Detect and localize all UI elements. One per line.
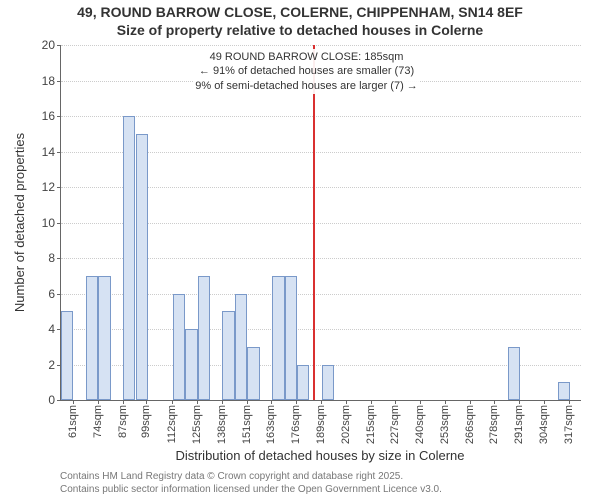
y-tick-label: 14 [42,145,55,159]
y-tick-label: 0 [48,393,55,407]
x-tick [98,400,99,404]
y-tick-label: 8 [48,251,55,265]
histogram-bar [508,347,520,400]
x-tick-label: 151sqm [241,405,253,444]
x-tick-label: 215sqm [365,405,377,444]
y-tick-label: 6 [48,287,55,301]
x-tick [296,400,297,404]
y-tick-label: 20 [42,38,55,52]
y-tick-label: 12 [42,180,55,194]
x-tick [569,400,570,404]
x-tick [123,400,124,404]
x-tick [371,400,372,404]
y-tick [57,400,61,401]
histogram-bar [235,294,247,401]
histogram-chart: 49, ROUND BARROW CLOSE, COLERNE, CHIPPEN… [0,0,600,500]
x-tick-label: 87sqm [117,405,129,438]
x-tick [346,400,347,404]
marker-line [313,45,315,400]
chart-title-line1: 49, ROUND BARROW CLOSE, COLERNE, CHIPPEN… [0,4,600,20]
x-tick [420,400,421,404]
x-tick [470,400,471,404]
x-tick-label: 278sqm [488,405,500,444]
x-tick-label: 266sqm [464,405,476,444]
y-tick-label: 2 [48,358,55,372]
histogram-bar [247,347,259,400]
x-tick [247,400,248,404]
x-tick [321,400,322,404]
x-tick-label: 176sqm [290,405,302,444]
x-tick [146,400,147,404]
marker-annotation: 49 ROUND BARROW CLOSE: 185sqm ← 91% of d… [193,49,420,94]
x-tick [445,400,446,404]
x-axis-label: Distribution of detached houses by size … [60,448,580,463]
x-tick [222,400,223,404]
x-tick-label: 138sqm [216,405,228,444]
x-tick-label: 163sqm [265,405,277,444]
x-tick-label: 202sqm [340,405,352,444]
plot-area: 49 ROUND BARROW CLOSE: 185sqm ← 91% of d… [60,45,581,401]
annotation-line2: ← 91% of detached houses are smaller (73… [195,64,418,78]
x-tick-label: 253sqm [439,405,451,444]
histogram-bar [198,276,210,400]
histogram-bar [61,311,73,400]
x-tick-label: 304sqm [538,405,550,444]
footer-line2: Contains public sector information licen… [60,484,442,497]
y-tick-label: 10 [42,216,55,230]
histogram-bar [222,311,234,400]
histogram-bar [98,276,110,400]
x-tick [395,400,396,404]
x-tick-label: 317sqm [563,405,575,444]
histogram-bar [185,329,197,400]
histogram-bar [136,134,148,400]
histogram-bar [86,276,98,400]
y-tick-label: 18 [42,74,55,88]
x-tick-label: 291sqm [513,405,525,444]
y-tick-label: 4 [48,322,55,336]
histogram-bar [123,116,135,400]
x-tick-label: 61sqm [67,405,79,438]
x-tick [494,400,495,404]
footer-line1: Contains HM Land Registry data © Crown c… [60,471,442,484]
x-tick-label: 125sqm [191,405,203,444]
histogram-bar [173,294,185,401]
gridline [61,45,581,46]
x-tick [519,400,520,404]
x-tick-label: 74sqm [92,405,104,438]
chart-title-line2: Size of property relative to detached ho… [0,22,600,38]
x-tick-label: 227sqm [389,405,401,444]
x-tick [172,400,173,404]
histogram-bar [285,276,297,400]
x-tick [197,400,198,404]
annotation-line3: 9% of semi-detached houses are larger (7… [195,79,418,93]
histogram-bar [272,276,284,400]
annotation-line1: 49 ROUND BARROW CLOSE: 185sqm [195,50,418,64]
x-tick [73,400,74,404]
gridline [61,116,581,117]
histogram-bar [322,365,334,401]
x-tick [271,400,272,404]
x-tick-label: 189sqm [315,405,327,444]
histogram-bar [297,365,309,401]
x-tick-label: 240sqm [414,405,426,444]
histogram-bar [558,382,570,400]
x-tick-label: 112sqm [166,405,178,443]
y-tick-label: 16 [42,109,55,123]
x-tick-label: 99sqm [140,405,152,438]
y-axis-label: Number of detached properties [12,45,28,400]
x-tick [544,400,545,404]
chart-footer: Contains HM Land Registry data © Crown c… [60,471,442,496]
